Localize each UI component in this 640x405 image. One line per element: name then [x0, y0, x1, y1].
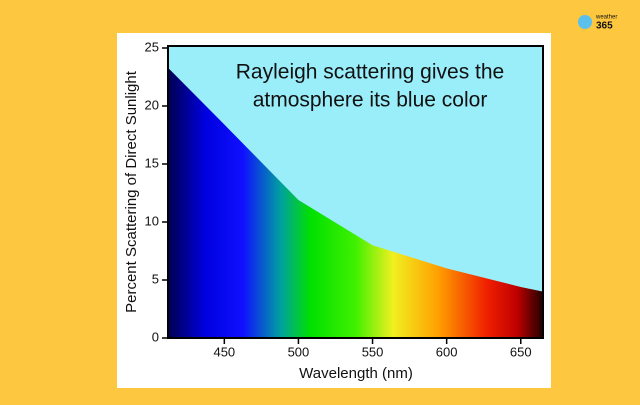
y-tick-label: 20 [145, 97, 159, 112]
y-tick-label: 10 [145, 213, 159, 228]
y-tick-label: 5 [152, 271, 159, 286]
y-tick-label: 25 [145, 39, 159, 54]
y-axis-label: Percent Scattering of Direct Sunlight [123, 70, 140, 313]
x-tick-label: 550 [362, 344, 384, 359]
x-tick-label: 600 [436, 344, 458, 359]
logo-icon [578, 15, 592, 29]
plot-frame [167, 45, 544, 339]
logo-text: 365 [596, 21, 613, 32]
x-tick-label: 500 [288, 344, 310, 359]
x-axis-label: Wavelength (nm) [299, 365, 413, 382]
annotation: atmosphere its blue color [253, 89, 488, 112]
y-tick-label: 0 [152, 329, 159, 344]
y-tick-label: 15 [145, 155, 159, 170]
x-tick-label: 650 [510, 344, 532, 359]
annotation: Rayleigh scattering gives the [236, 61, 504, 84]
logo-text: weather [595, 15, 617, 21]
area [168, 67, 543, 338]
x-tick-label: 450 [213, 344, 235, 359]
